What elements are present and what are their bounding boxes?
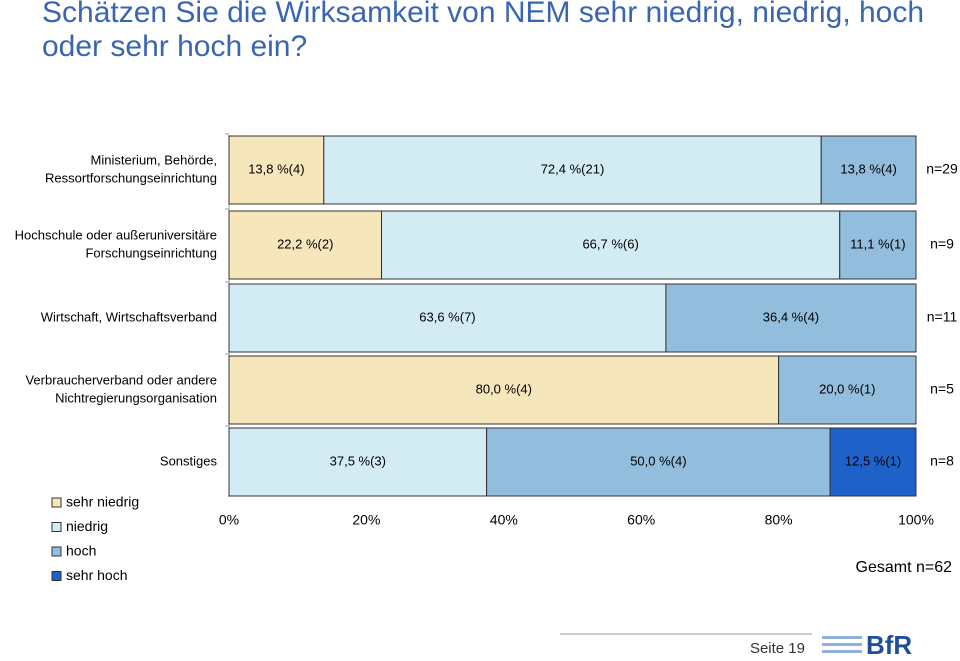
- category-label: Verbraucherverband oder andere: [25, 372, 217, 387]
- legend-swatch: [51, 497, 62, 508]
- chart-title: Schätzen Sie die Wirksamkeit von NEM seh…: [42, 0, 925, 63]
- value-label: 63,6 %(7): [419, 309, 475, 324]
- value-label: 36,4 %(4): [763, 309, 819, 324]
- category-label: Ressortforschungseinrichtung: [45, 170, 217, 185]
- category-label: Sonstiges: [160, 453, 218, 468]
- category-label: Forschungseinrichtung: [85, 245, 217, 260]
- bar-segment: [839, 210, 917, 280]
- category-label: Ministerium, Behörde,: [91, 152, 217, 167]
- logo-text: BfR: [866, 630, 912, 660]
- x-tick-label: 0%: [219, 512, 239, 528]
- legend-swatch: [51, 571, 62, 581]
- value-label: 20,0 %(1): [819, 381, 875, 396]
- x-tick-label: 100%: [898, 512, 934, 528]
- value-label: 13,8 %(4): [840, 161, 896, 176]
- bar-segment: [228, 355, 780, 425]
- n-label: n=9: [930, 236, 954, 252]
- x-tick-label: 40%: [490, 512, 518, 528]
- n-label: n=5: [930, 381, 954, 397]
- bar-segment: [228, 210, 383, 280]
- bar-segment: [778, 355, 917, 425]
- legend-label: sehr niedrig: [66, 494, 139, 510]
- n-label: n=11: [927, 309, 958, 325]
- category-label: Hochschule oder außeruniversitäre: [15, 227, 217, 242]
- category-label: Nichtregierungsorganisation: [55, 390, 217, 405]
- value-label: 72,4 %(21): [541, 161, 605, 176]
- legend-swatch: [51, 546, 62, 557]
- legend-swatch: [51, 522, 62, 532]
- value-label: 80,0 %(4): [476, 381, 532, 396]
- bar-segment: [665, 283, 917, 353]
- value-label: 13,8 %(4): [248, 161, 304, 176]
- value-label: 50,0 %(4): [630, 453, 686, 468]
- bar-segment: [228, 427, 488, 497]
- category-label: Wirtschaft, Wirtschaftsverband: [41, 309, 217, 324]
- x-tick-label: 80%: [765, 512, 793, 528]
- page-label: Seite 19: [750, 640, 805, 657]
- value-label: 66,7 %(6): [582, 236, 638, 251]
- bar-segment: [381, 210, 841, 280]
- n-label: n=29: [926, 161, 958, 177]
- value-label: 22,2 %(2): [277, 236, 333, 251]
- legend-label: hoch: [66, 543, 96, 559]
- bar-segment: [829, 427, 917, 497]
- bar-segment: [486, 427, 831, 497]
- value-label: 37,5 %(3): [330, 453, 386, 468]
- bar-segment: [228, 283, 667, 353]
- n-label: n=8: [930, 453, 954, 469]
- total-label: Gesamt n=62: [856, 559, 953, 576]
- legend-label: sehr hoch: [66, 567, 127, 583]
- value-label: 11,1 %(1): [850, 236, 905, 251]
- legend-label: niedrig: [66, 518, 108, 534]
- x-tick-label: 20%: [352, 512, 380, 528]
- bar-segment: [323, 135, 822, 205]
- bar-segment: [820, 135, 917, 205]
- x-tick-label: 60%: [627, 512, 655, 528]
- value-label: 12,5 %(1): [845, 453, 901, 468]
- logo: BfR: [822, 630, 912, 660]
